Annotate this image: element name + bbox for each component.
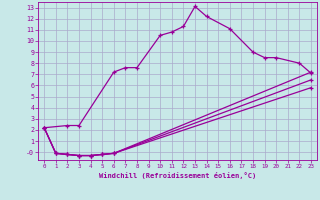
X-axis label: Windchill (Refroidissement éolien,°C): Windchill (Refroidissement éolien,°C) [99, 172, 256, 179]
